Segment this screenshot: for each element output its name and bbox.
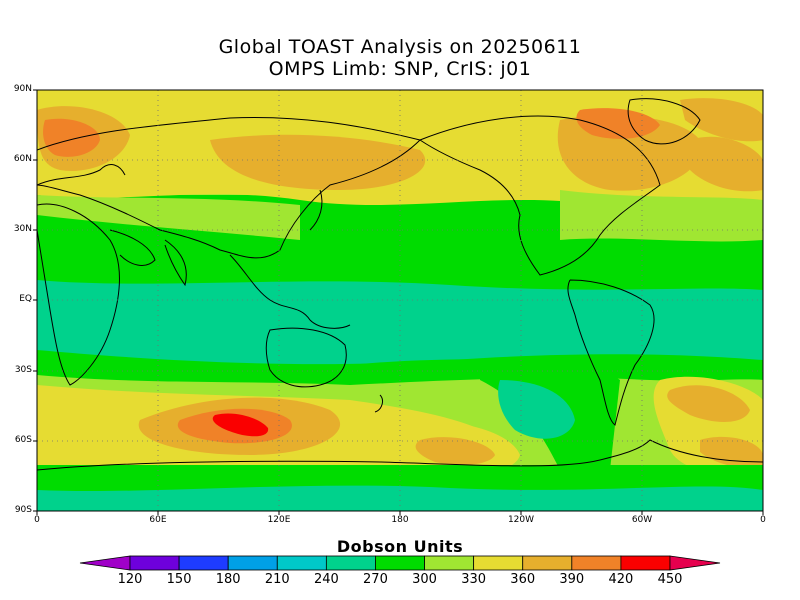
colorbar-tick-label: 360: [510, 572, 536, 587]
colorbar-tick-label: 120: [117, 572, 143, 587]
colorbar-box: [276, 555, 327, 571]
colorbar-tick-label: 150: [166, 572, 192, 587]
coast-antarctica: [37, 439, 763, 471]
coastlines: [37, 98, 763, 471]
map-title: Global TOAST Analysis on 20250611: [218, 36, 582, 58]
coast-arabia: [109, 229, 156, 266]
colorbar-tick-label: 420: [608, 572, 634, 587]
colorbar-box: [325, 555, 376, 571]
colorbar-tick-label: 240: [313, 572, 339, 587]
colorbar-box: [129, 555, 180, 571]
south-pacific-orange: [415, 437, 495, 466]
band-north-lightgreen: [37, 195, 300, 240]
band-north-atl-green: [560, 190, 763, 242]
lon-label-60w: 60W: [631, 515, 653, 525]
colorbar-box: [571, 555, 622, 571]
coast-japan: [309, 189, 323, 231]
colorbar: [79, 555, 721, 571]
colorbar-title: Dobson Units: [336, 537, 464, 556]
south-atlantic-orange: [667, 385, 750, 422]
lon-label-120e: 120E: [267, 515, 291, 525]
lon-label-180: 180: [391, 515, 409, 525]
coast-south-america: [567, 279, 655, 426]
colorbar-tick-label: 330: [461, 572, 487, 587]
band-tropics: [37, 280, 763, 368]
colorbar-box: [620, 555, 671, 571]
coast-greenland: [627, 98, 701, 145]
coast-africa: [37, 203, 120, 386]
lat-label-60n: 60N: [13, 154, 32, 164]
lat-label-30n: 30N: [13, 224, 32, 234]
east-pacific-teal: [498, 380, 575, 439]
colorbar-box: [473, 555, 524, 571]
coast-australia: [265, 327, 347, 388]
lon-label-0-west: 0: [34, 515, 40, 525]
lon-label-120w: 120W: [507, 515, 535, 525]
north-pole-orange: [680, 98, 763, 142]
colorbar-end-high: [669, 555, 721, 571]
south-atlantic-orange-2: [700, 436, 763, 469]
colorbar-tick-label: 450: [657, 572, 683, 587]
antarctic-teal: [37, 485, 763, 511]
lat-label-30s: 30S: [14, 365, 32, 375]
map-subtitle: OMPS Limb: SNP, CrIS: j01: [268, 58, 532, 80]
colorbar-tick-label: 300: [412, 572, 437, 587]
lat-label-eq: EQ: [19, 294, 32, 304]
lon-label-0-east: 0: [760, 515, 766, 525]
colorbar-tick-label: 390: [559, 572, 585, 587]
colorbar-box: [424, 555, 475, 571]
lat-label-90n: 90N: [13, 84, 32, 94]
lon-label-60e: 60E: [149, 515, 167, 525]
colorbar-tick-label: 180: [215, 572, 241, 587]
south-high-red: [212, 413, 269, 437]
north-eurasia-dark-orange: [43, 118, 100, 157]
coast-europe: [37, 164, 126, 186]
coast-se-asia: [229, 254, 351, 329]
colorbar-box: [178, 555, 229, 571]
lat-label-60s: 60S: [14, 435, 32, 445]
coast-india: [164, 239, 187, 287]
coast-new-zealand: [374, 394, 383, 413]
colorbar-box: [375, 555, 425, 571]
coast-eurasia: [37, 116, 421, 259]
colorbar-box: [227, 555, 278, 571]
colorbar-end-low: [79, 555, 131, 571]
colorbar-tick-label: 210: [264, 572, 290, 587]
coast-north-america: [419, 115, 661, 276]
tick-marks: [33, 89, 764, 515]
north-atlantic-orange: [690, 136, 763, 192]
gridlines: [37, 90, 763, 511]
north-siberia-orange: [210, 134, 426, 190]
colorbar-box: [522, 555, 573, 571]
lat-label-90s: 90S: [14, 505, 32, 515]
north-america-dark-orange: [576, 108, 660, 139]
colorbar-tick-label: 270: [363, 572, 388, 587]
